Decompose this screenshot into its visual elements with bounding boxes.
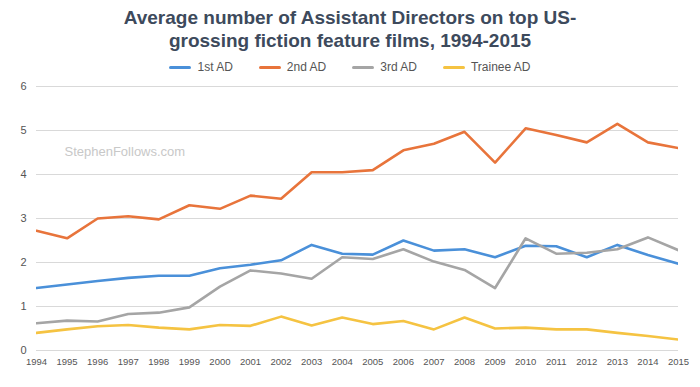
- html-text:3rd AD: 3rd AD: [380, 60, 417, 74]
- svg-text:2005: 2005: [362, 356, 383, 367]
- svg-text:2007: 2007: [423, 356, 444, 367]
- svg-text:1: 1: [20, 300, 26, 312]
- svg-text:2012: 2012: [576, 356, 597, 367]
- svg-text:2002: 2002: [271, 356, 292, 367]
- svg-text:2014: 2014: [637, 356, 658, 367]
- svg-text:1999: 1999: [179, 356, 200, 367]
- svg-text:1997: 1997: [118, 356, 139, 367]
- svg-text:5: 5: [20, 124, 26, 136]
- svg-text:2011: 2011: [546, 356, 566, 367]
- svg-text:1996: 1996: [87, 356, 108, 367]
- html-text:Trainee AD: Trainee AD: [470, 60, 531, 74]
- svg-text:2015: 2015: [668, 356, 689, 367]
- svg-text:2004: 2004: [332, 356, 353, 367]
- html-text:1st AD: 1st AD: [197, 60, 233, 74]
- svg-text:2001: 2001: [240, 356, 261, 367]
- html-text:2nd AD: 2nd AD: [286, 60, 327, 74]
- svg-text:2003: 2003: [301, 356, 322, 367]
- svg-text:2006: 2006: [393, 356, 414, 367]
- svg-text:3: 3: [20, 212, 26, 224]
- svg-text:2000: 2000: [209, 356, 230, 367]
- svg-text:2009: 2009: [485, 356, 506, 367]
- html-text:Average number of Assistant Di: Average number of Assistant Directors on…: [123, 7, 577, 51]
- svg-text:2008: 2008: [454, 356, 475, 367]
- svg-text:2: 2: [20, 256, 26, 268]
- svg-text:4: 4: [20, 168, 26, 180]
- svg-text:0: 0: [20, 344, 26, 356]
- svg-text:6: 6: [20, 80, 26, 92]
- svg-text:1995: 1995: [57, 356, 78, 367]
- svg-text:2013: 2013: [607, 356, 628, 367]
- svg-text:StephenFollows.com: StephenFollows.com: [65, 144, 186, 159]
- svg-text:2010: 2010: [515, 356, 536, 367]
- svg-text:1998: 1998: [148, 356, 169, 367]
- svg-text:1994: 1994: [26, 356, 47, 367]
